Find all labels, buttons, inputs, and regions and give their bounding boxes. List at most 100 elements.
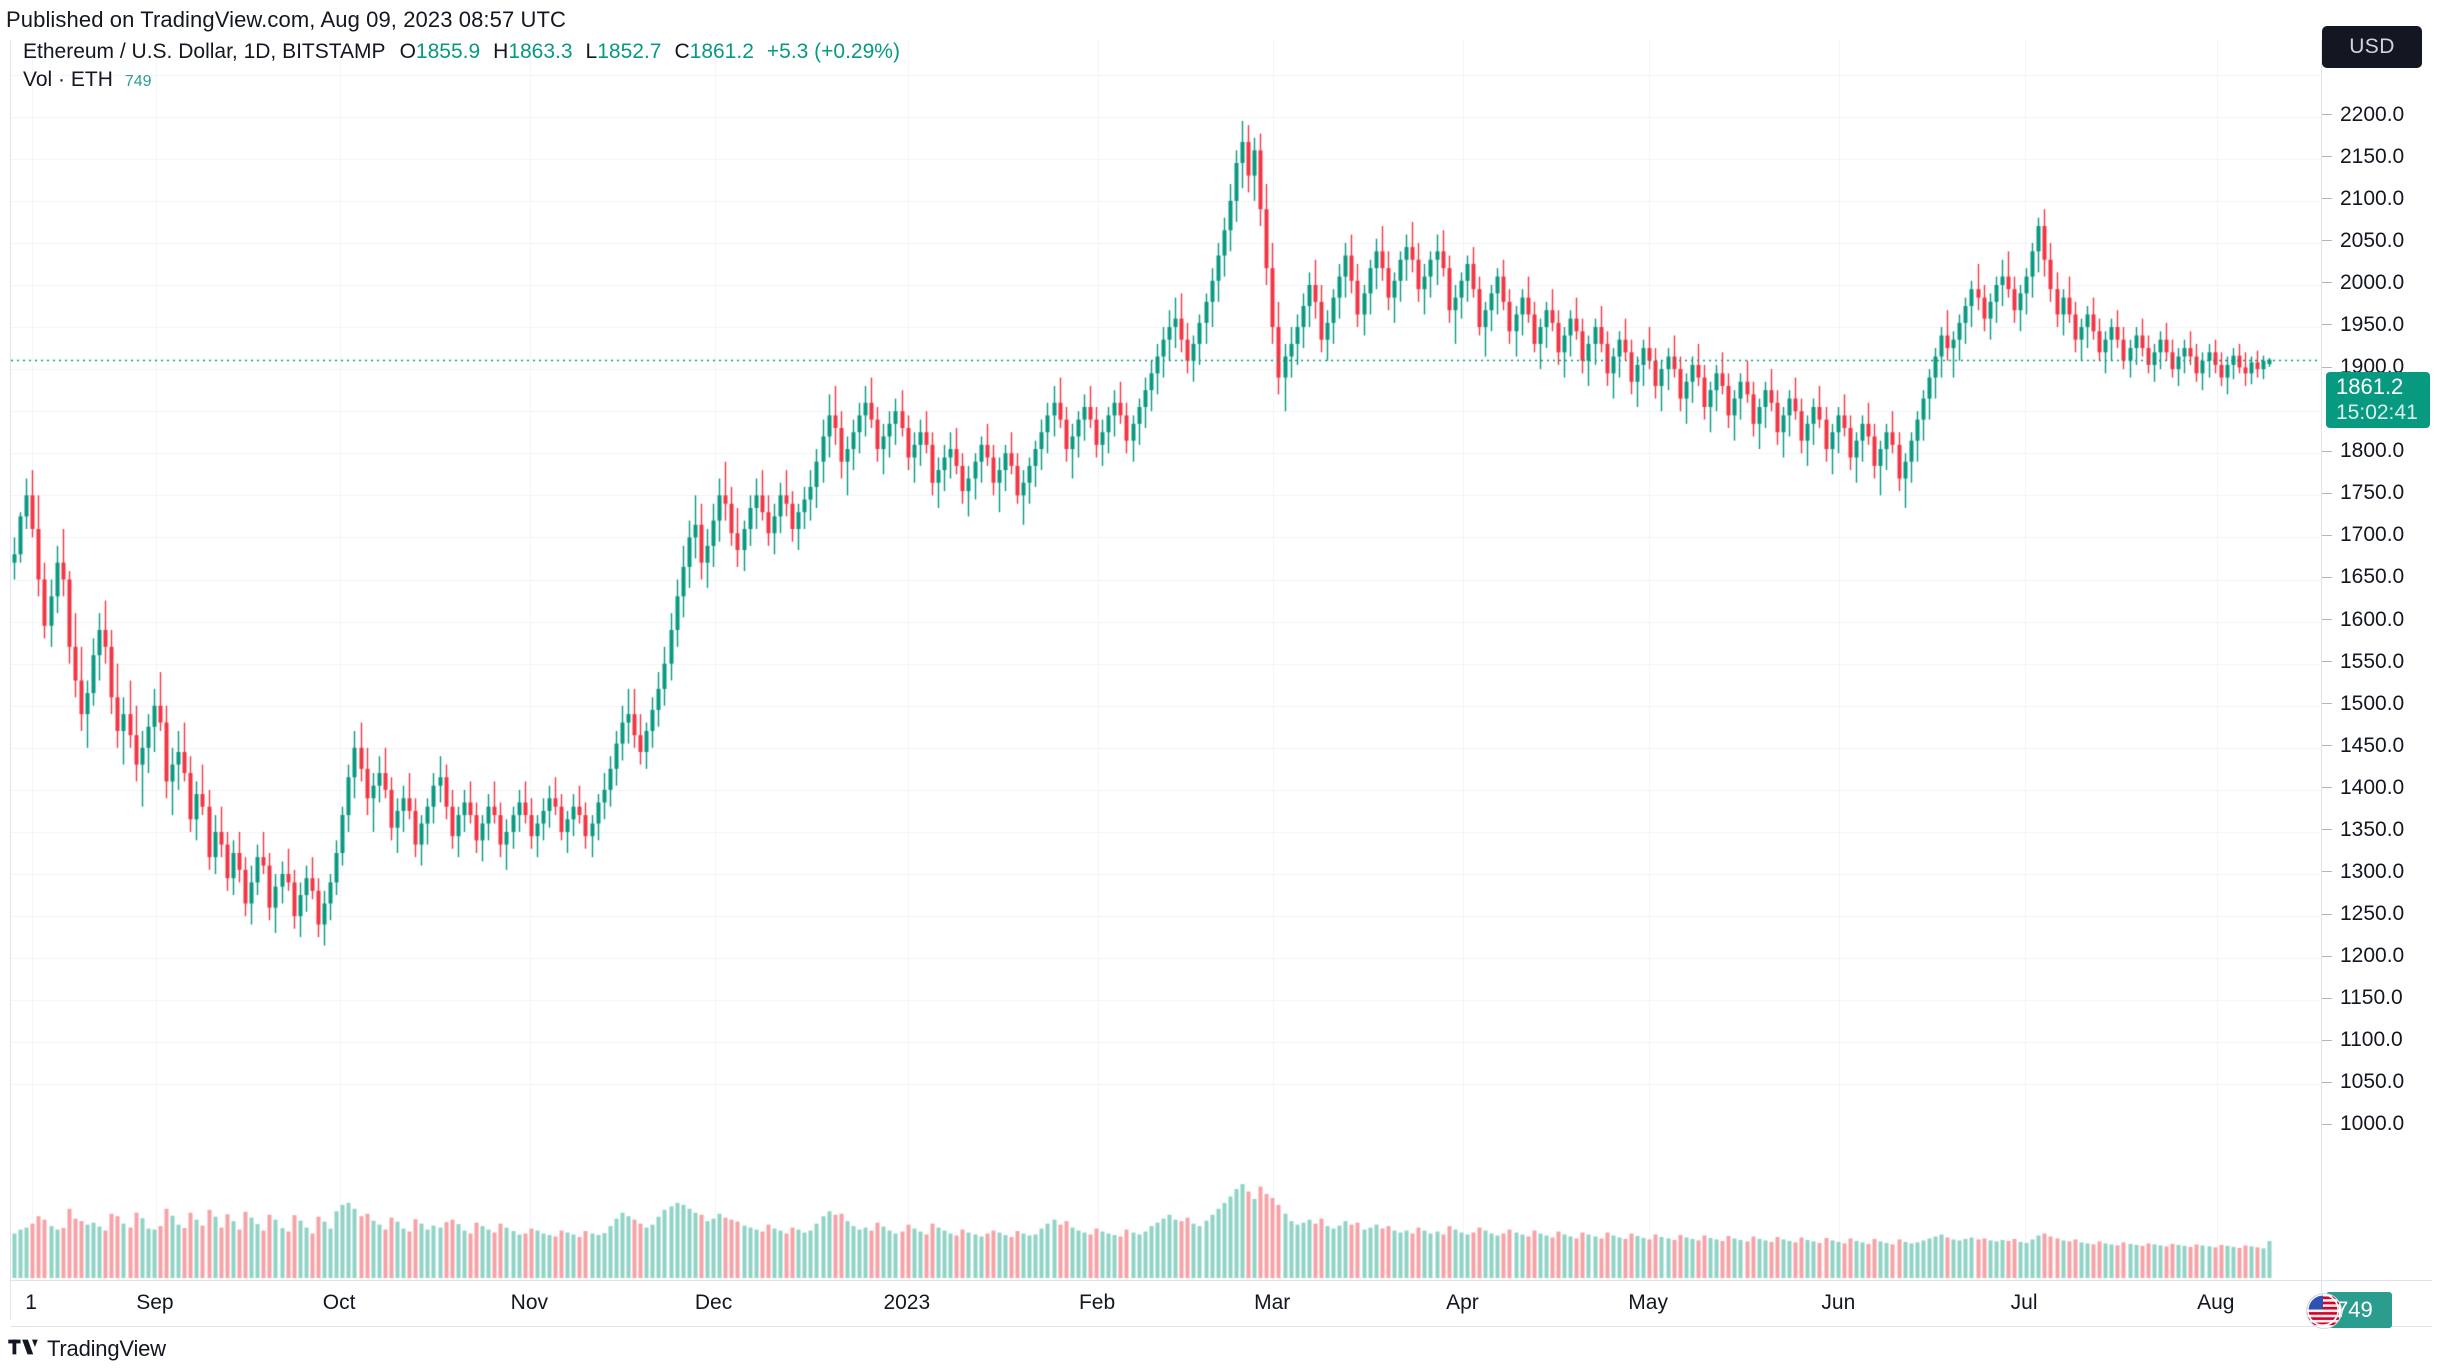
price-tick-label: 1650.0 xyxy=(2340,565,2405,589)
price-tick: 1950.0 xyxy=(2322,312,2434,336)
price-tick: 2000.0 xyxy=(2322,270,2434,294)
tradingview-wordmark: TradingView xyxy=(47,1336,166,1361)
time-tick[interactable]: May xyxy=(1628,1291,1668,1314)
time-tick[interactable]: Mar xyxy=(1254,1291,1291,1314)
volume-badge-value: 749 xyxy=(2336,1297,2373,1322)
tick-dash xyxy=(2322,576,2332,578)
price-tick: 1350.0 xyxy=(2322,817,2434,841)
price-tick-label: 1250.0 xyxy=(2340,902,2405,925)
price-tick: 1750.0 xyxy=(2322,481,2434,505)
price-tick-label: 2200.0 xyxy=(2340,102,2405,126)
price-tick-label: 1050.0 xyxy=(2340,1070,2405,1094)
price-tick: 1300.0 xyxy=(2322,859,2434,883)
price-tick-label: 1150.0 xyxy=(2340,986,2403,1010)
price-tick: 2050.0 xyxy=(2322,228,2434,252)
time-tick[interactable]: Jul xyxy=(2010,1291,2038,1314)
price-tick: 1600.0 xyxy=(2322,607,2434,631)
price-tick: 1650.0 xyxy=(2322,565,2434,589)
price-tick-label: 1500.0 xyxy=(2340,691,2405,715)
price-tick-label: 1750.0 xyxy=(2340,481,2405,505)
price-tick: 1550.0 xyxy=(2322,649,2434,673)
price-tick: 1100.0 xyxy=(2322,1028,2434,1052)
price-tick-label: 1600.0 xyxy=(2340,607,2405,631)
tick-dash xyxy=(2322,871,2332,873)
price-tick: 1000.0 xyxy=(2322,1112,2434,1136)
chart-plot-area[interactable] xyxy=(11,40,2321,1280)
price-tick: 1050.0 xyxy=(2322,1070,2434,1094)
tick-dash xyxy=(2322,829,2332,831)
time-tick[interactable]: Feb xyxy=(1078,1291,1116,1314)
price-tick: 1200.0 xyxy=(2322,944,2434,968)
price-tick-label: 2100.0 xyxy=(2340,186,2405,210)
tick-dash xyxy=(2322,955,2332,957)
tick-dash xyxy=(2322,703,2332,705)
price-tick-label: 1350.0 xyxy=(2340,817,2405,841)
tick-dash xyxy=(2322,492,2332,494)
current-price-value: 1861.2 xyxy=(2336,374,2404,400)
currency-badge[interactable]: USD xyxy=(2322,26,2422,68)
tick-dash xyxy=(2322,156,2332,158)
price-tick-label: 2150.0 xyxy=(2340,144,2405,168)
price-tick-label: 1100.0 xyxy=(2340,1028,2403,1052)
tick-dash xyxy=(2322,745,2332,747)
time-tick[interactable]: Nov xyxy=(510,1291,549,1314)
price-tick: 1800.0 xyxy=(2322,439,2434,463)
time-tick[interactable]: 2023 xyxy=(883,1291,931,1314)
time-tick[interactable]: Apr xyxy=(1446,1291,1479,1314)
price-tick: 1700.0 xyxy=(2322,523,2434,547)
tick-dash xyxy=(2322,324,2332,326)
time-scale[interactable]: 1 Sep Oct Nov Dec 2023 Feb Mar Apr May Jun Jul Aug xyxy=(10,1280,2432,1327)
chart-frame: Ethereum / U.S. Dollar, 1D, BITSTAMP O18… xyxy=(10,26,2434,1329)
price-tick-label: 1400.0 xyxy=(2340,775,2405,799)
price-tick-label: 1700.0 xyxy=(2340,523,2405,547)
published-bar: Published on TradingView.com, Aug 09, 20… xyxy=(0,0,2442,40)
price-tick: 1500.0 xyxy=(2322,691,2434,715)
time-tick[interactable]: 1 xyxy=(25,1291,37,1314)
tick-dash xyxy=(2322,1123,2332,1125)
price-tick-label: 1200.0 xyxy=(2340,944,2405,968)
tick-dash xyxy=(2322,198,2332,200)
tick-dash xyxy=(2322,1039,2332,1041)
price-tick: 1400.0 xyxy=(2322,775,2434,799)
price-tick-label: 2000.0 xyxy=(2340,270,2405,294)
time-tick[interactable]: Dec xyxy=(694,1291,733,1314)
tick-dash xyxy=(2322,1081,2332,1083)
tradingview-logo-icon xyxy=(8,1338,38,1361)
price-tick-label: 1450.0 xyxy=(2340,733,2405,757)
price-tick: 1250.0 xyxy=(2322,902,2434,925)
footer-brand: TradingView xyxy=(8,1334,166,1364)
time-tick[interactable]: Sep xyxy=(136,1291,174,1314)
tick-dash xyxy=(2322,366,2332,368)
currency-label: USD xyxy=(2349,35,2395,58)
price-tick: 2200.0 xyxy=(2322,102,2434,126)
current-price-badge: 1861.2 15:02:41 xyxy=(2326,371,2430,428)
published-text: Published on TradingView.com, Aug 09, 20… xyxy=(6,7,567,32)
time-tick[interactable]: Oct xyxy=(322,1291,356,1314)
tick-dash xyxy=(2322,534,2332,536)
tick-dash xyxy=(2322,450,2332,452)
price-tick-label: 2050.0 xyxy=(2340,228,2405,252)
price-tick-label: 1950.0 xyxy=(2340,312,2405,336)
tick-dash xyxy=(2322,114,2332,116)
tick-dash xyxy=(2322,787,2332,789)
tick-dash xyxy=(2322,240,2332,242)
price-scale[interactable]: USD 2200.0 2150.0 2100.0 2050.0 2000.0 1950.0… xyxy=(2306,26,2434,1329)
tick-dash xyxy=(2322,913,2332,915)
candlestick-canvas[interactable] xyxy=(11,40,2321,1280)
tick-dash xyxy=(2322,997,2332,999)
price-tick: 1450.0 xyxy=(2322,733,2434,757)
price-tick-label: 1550.0 xyxy=(2340,649,2405,673)
price-tick: 1150.0 xyxy=(2322,986,2434,1010)
price-tick-label: 1800.0 xyxy=(2340,439,2405,463)
tick-dash xyxy=(2322,661,2332,663)
price-tick: 2100.0 xyxy=(2322,186,2434,210)
time-tick[interactable]: Aug xyxy=(2197,1291,2235,1314)
time-tick[interactable]: Jun xyxy=(1821,1291,1856,1314)
price-tick-label: 1300.0 xyxy=(2340,859,2405,883)
price-tick: 2150.0 xyxy=(2322,144,2434,168)
price-tick-label: 1000.0 xyxy=(2340,1112,2405,1136)
tick-dash xyxy=(2322,619,2332,620)
current-price-time: 15:02:41 xyxy=(2336,401,2418,425)
tick-dash xyxy=(2322,282,2332,284)
us-flag-icon xyxy=(2306,1293,2342,1329)
